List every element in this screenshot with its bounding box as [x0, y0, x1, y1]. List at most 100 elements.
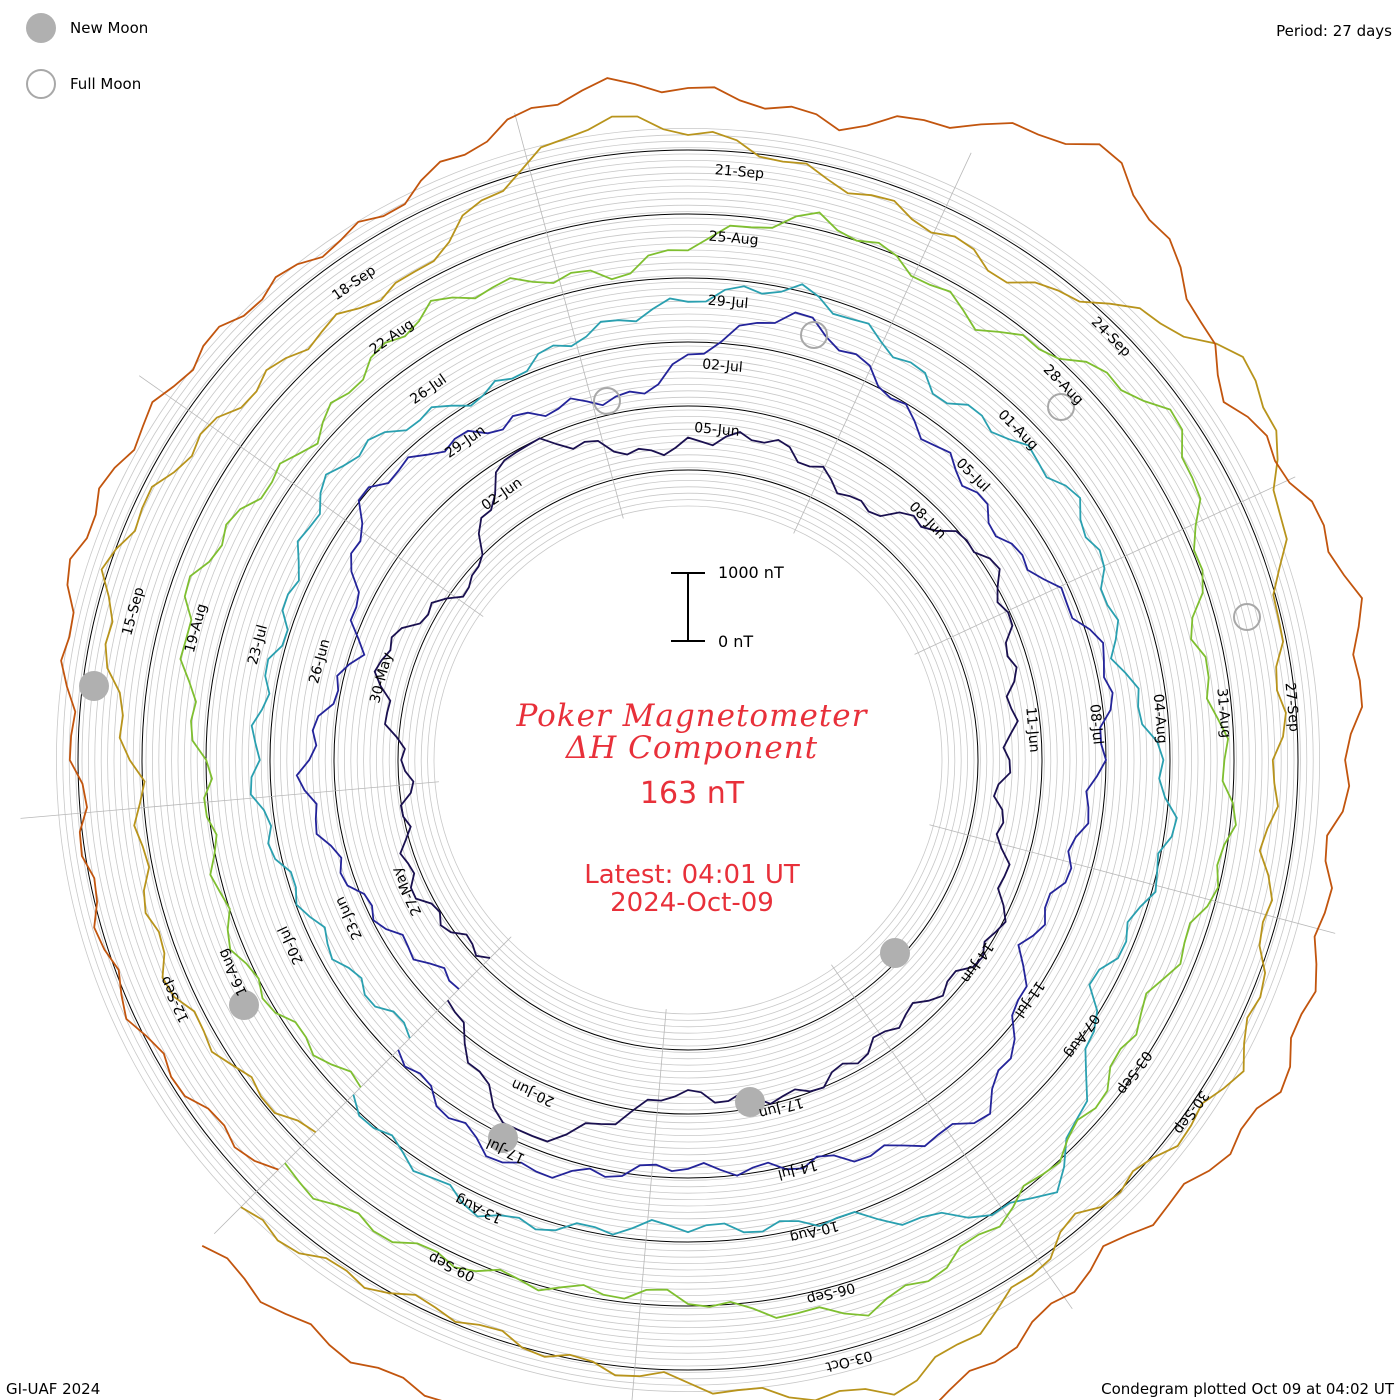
- base-circle: [141, 213, 1235, 1307]
- grid-circle: [324, 396, 1052, 1124]
- grid-circle: [190, 262, 1186, 1258]
- base-circle: [397, 469, 979, 1051]
- grid-circle: [247, 319, 1129, 1201]
- grid-circle: [158, 230, 1218, 1290]
- full-moon-marker: [800, 321, 828, 349]
- grid-circle: [196, 268, 1180, 1252]
- full-moon-label: Full Moon: [70, 75, 142, 93]
- new-moon-icon: [26, 13, 56, 43]
- grid-circle: [292, 364, 1084, 1156]
- new-moon-marker: [735, 1087, 765, 1117]
- scale-top-label: 1000 nT: [718, 563, 784, 582]
- grid-circle: [183, 255, 1193, 1265]
- date-label: 21-Sep: [714, 162, 765, 182]
- day-spoke: [929, 824, 1336, 934]
- grid-circle: [254, 326, 1122, 1194]
- grid-circle: [132, 204, 1244, 1316]
- grid-circle: [94, 166, 1282, 1354]
- grid-circle: [273, 345, 1103, 1175]
- date-label: 29-Jun: [442, 422, 488, 461]
- grid-circle: [100, 172, 1276, 1348]
- grid-circle: [337, 409, 1039, 1111]
- date-label: 23-Jul: [245, 623, 271, 666]
- date-label: 15-Sep: [119, 585, 147, 637]
- grid-circle: [88, 160, 1288, 1360]
- date-label: 02-Jul: [702, 356, 744, 375]
- grid-circle: [267, 339, 1109, 1181]
- grid-circle: [203, 275, 1173, 1245]
- grid-circle: [350, 422, 1026, 1098]
- grid-circle: [433, 505, 943, 1015]
- grid-circle: [81, 153, 1295, 1367]
- grid-circle: [305, 377, 1071, 1143]
- date-label: 18-Sep: [329, 263, 379, 304]
- grid-circle: [407, 479, 969, 1041]
- data-series: [60, 77, 1364, 1400]
- day-spoke: [631, 1009, 667, 1400]
- day-spoke: [831, 964, 1073, 1310]
- latest-date: 2024-Oct-09: [610, 888, 774, 918]
- date-label: 20-Jul: [275, 923, 307, 967]
- grid-circle: [299, 371, 1077, 1149]
- grid-circle: [279, 351, 1097, 1169]
- date-label: 22-Aug: [367, 316, 417, 358]
- grid-circle: [164, 236, 1212, 1284]
- grid-circle: [171, 243, 1205, 1277]
- date-label: 08-Jul: [1086, 703, 1105, 745]
- grid-circle: [222, 294, 1154, 1226]
- date-label: 14-Jul: [776, 1156, 819, 1182]
- series-line: [179, 211, 1237, 1319]
- date-label: 13-Aug: [453, 1191, 505, 1227]
- base-circle: [77, 149, 1299, 1371]
- grid-circle: [414, 486, 962, 1034]
- date-label: 19-Aug: [182, 602, 210, 654]
- grid-circle: [420, 492, 956, 1028]
- grid-circle: [318, 390, 1058, 1130]
- series-line: [295, 311, 1114, 1179]
- day-spoke: [138, 375, 484, 617]
- new-moon-marker: [229, 990, 259, 1020]
- date-label: 11-Jun: [1022, 707, 1042, 754]
- grid-circle: [286, 358, 1090, 1162]
- full-moon-marker: [593, 387, 621, 415]
- full-moon-marker: [1047, 393, 1075, 421]
- date-label: 09-Sep: [426, 1249, 478, 1284]
- date-label: 30-May: [367, 651, 396, 705]
- new-moon-label: New Moon: [70, 19, 149, 37]
- grid-circle: [382, 454, 994, 1066]
- day-spoke: [20, 781, 439, 819]
- date-label: 25-Aug: [708, 229, 759, 249]
- date-label: 05-Jun: [694, 420, 741, 440]
- date-label: 31-Aug: [1213, 688, 1233, 739]
- date-label: 27-Sep: [1282, 682, 1302, 733]
- grid-circle: [375, 447, 1001, 1073]
- credit-label: GI-UAF 2024: [6, 1380, 101, 1398]
- scale-bar: [671, 572, 705, 642]
- day-spokes: [20, 112, 1336, 1400]
- grid-circle: [427, 499, 949, 1021]
- series-line: [60, 77, 1364, 1400]
- plotted-label: Condegram plotted Oct 09 at 04:02 UT: [1101, 1380, 1394, 1398]
- new-moon-marker: [880, 938, 910, 968]
- grid-circle: [56, 128, 1320, 1392]
- grid-circle: [395, 467, 981, 1053]
- grid-circle: [260, 332, 1116, 1188]
- full-moon-icon: [26, 69, 56, 99]
- series-line: [249, 283, 1178, 1236]
- day-spoke: [213, 936, 512, 1235]
- legend-full-moon: Full Moon: [26, 69, 141, 99]
- grid-circle: [75, 147, 1301, 1373]
- latest-time: Latest: 04:01 UT: [584, 860, 800, 890]
- date-label: 30-Sep: [1170, 1087, 1211, 1137]
- spiral-grid: [56, 128, 1320, 1392]
- grid-circle: [139, 211, 1237, 1309]
- grid-circle: [145, 217, 1231, 1303]
- range-value: 163 nT: [639, 776, 745, 811]
- day-spoke: [914, 476, 1296, 655]
- date-label: 04-Aug: [1150, 693, 1170, 744]
- date-label: 08-Jun: [906, 499, 950, 543]
- series-line: [373, 431, 1019, 1143]
- grid-circle: [126, 198, 1250, 1322]
- grid-circle: [235, 307, 1141, 1213]
